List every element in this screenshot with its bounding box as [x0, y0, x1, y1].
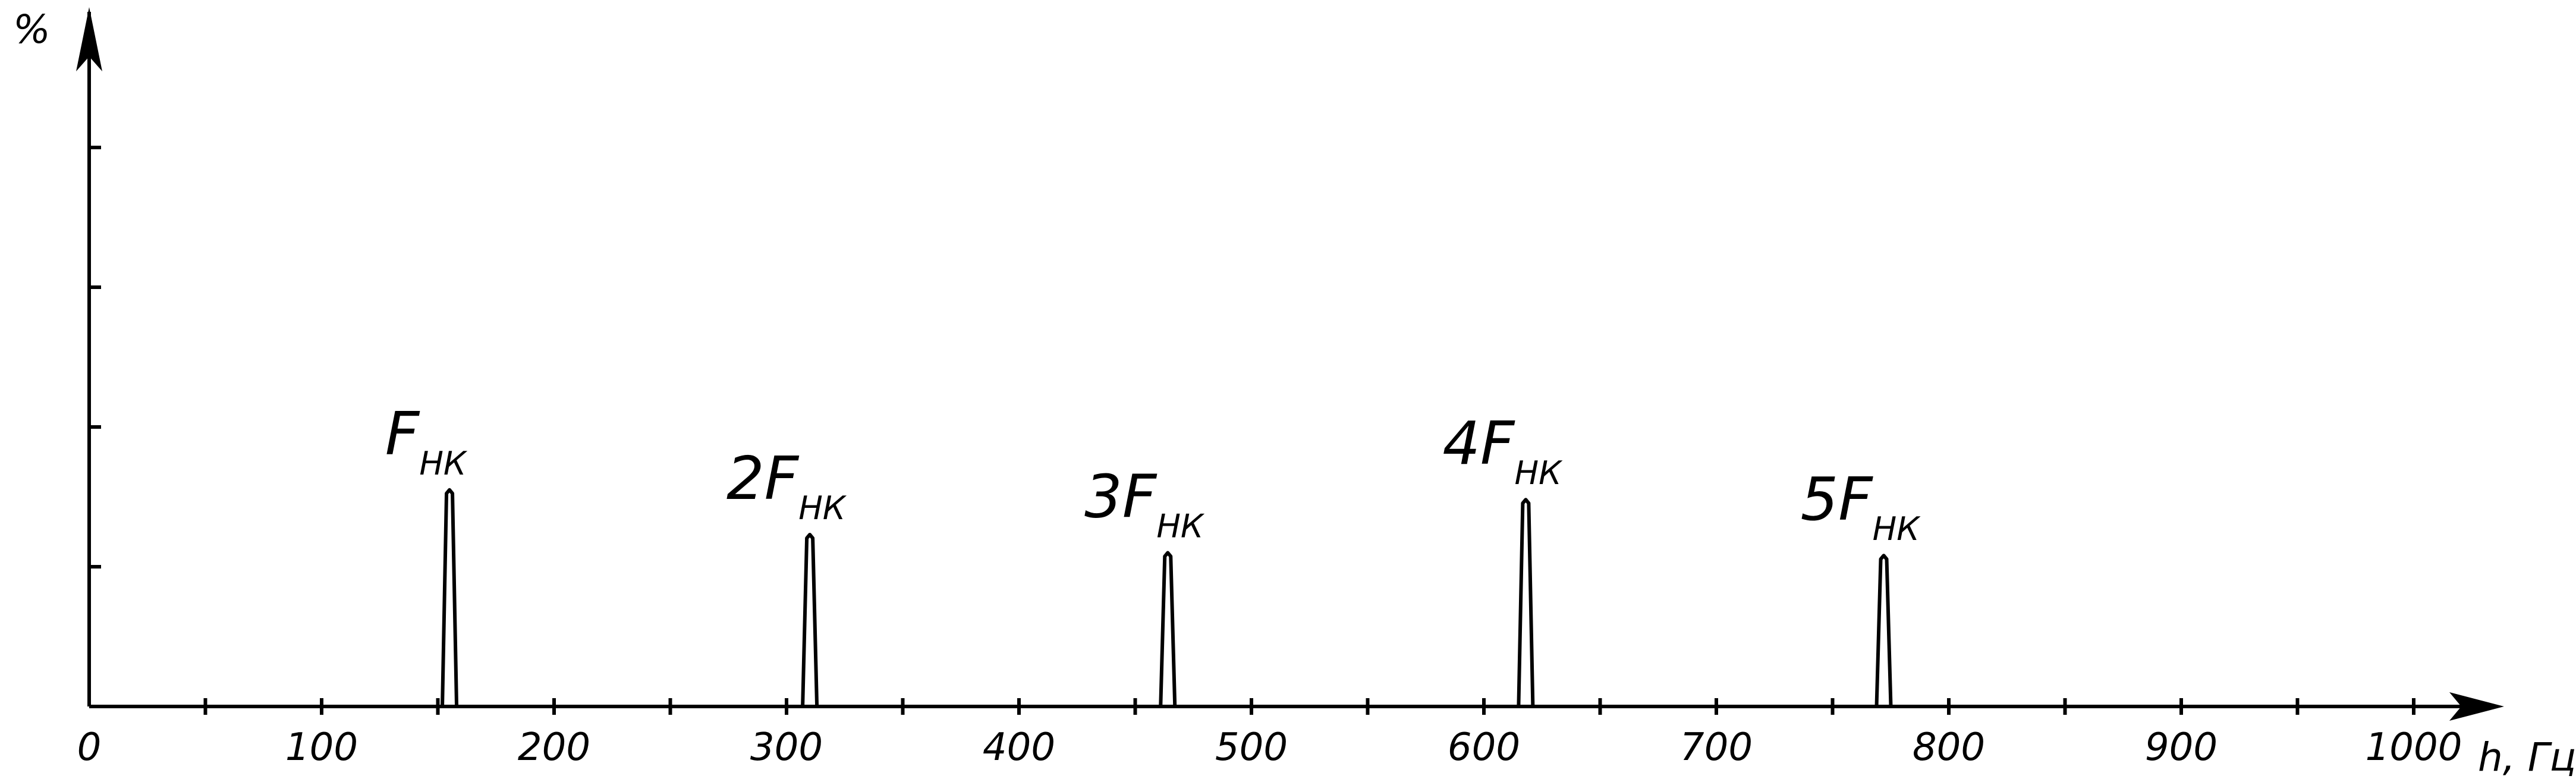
x-tick-label: 0 — [77, 726, 102, 770]
spectral-peak — [441, 488, 459, 707]
x-axis-label: h, Гц — [2478, 734, 2576, 780]
x-tick-label: 200 — [518, 726, 590, 770]
peak-label-subscript: НК — [1156, 508, 1205, 545]
spectral-peak — [1159, 551, 1177, 707]
peak-label-main: 4F — [1442, 409, 1515, 478]
peak-label-subscript: НК — [1514, 454, 1563, 492]
peak-label-subscript: НК — [1873, 510, 1921, 548]
peak-label-subscript: НК — [419, 445, 468, 482]
peak-label-main: 5F — [1800, 464, 1873, 534]
axes — [76, 7, 2504, 721]
x-tick-label: 1000 — [2366, 726, 2462, 770]
x-tick-label: 800 — [1913, 726, 1985, 770]
spectral-peak — [1517, 498, 1535, 707]
peak-label: 4FНК — [1442, 409, 1563, 492]
spectral-peak — [801, 532, 819, 707]
spectral-peak — [1874, 554, 1893, 707]
x-tick-label: 700 — [1680, 726, 1753, 770]
peak-label: FНК — [385, 399, 468, 482]
x-tick-label: 600 — [1448, 726, 1520, 770]
peak-label-subscript: НК — [798, 489, 847, 527]
x-tick-label: 100 — [285, 726, 358, 770]
x-tick-label: 300 — [750, 726, 823, 770]
x-tick-label: 500 — [1215, 726, 1288, 770]
y-axis-label: % — [13, 7, 51, 52]
peak-label-main: F — [385, 399, 420, 469]
x-axis-arrow — [2449, 692, 2504, 721]
peak-label-main: 2F — [726, 444, 800, 513]
ticks: 0 100 200 300 400 500 600 700 800 900 1000 — [77, 146, 2462, 770]
x-tick-label: 400 — [983, 726, 1055, 770]
y-axis-arrow — [76, 7, 102, 71]
peak-label: 3FНК — [1084, 462, 1205, 545]
peak-label: 2FНК — [726, 444, 847, 527]
peak-label-main: 3F — [1084, 462, 1158, 532]
peak-label: 5FНК — [1800, 464, 1921, 548]
x-tick-label: 900 — [2145, 726, 2218, 770]
